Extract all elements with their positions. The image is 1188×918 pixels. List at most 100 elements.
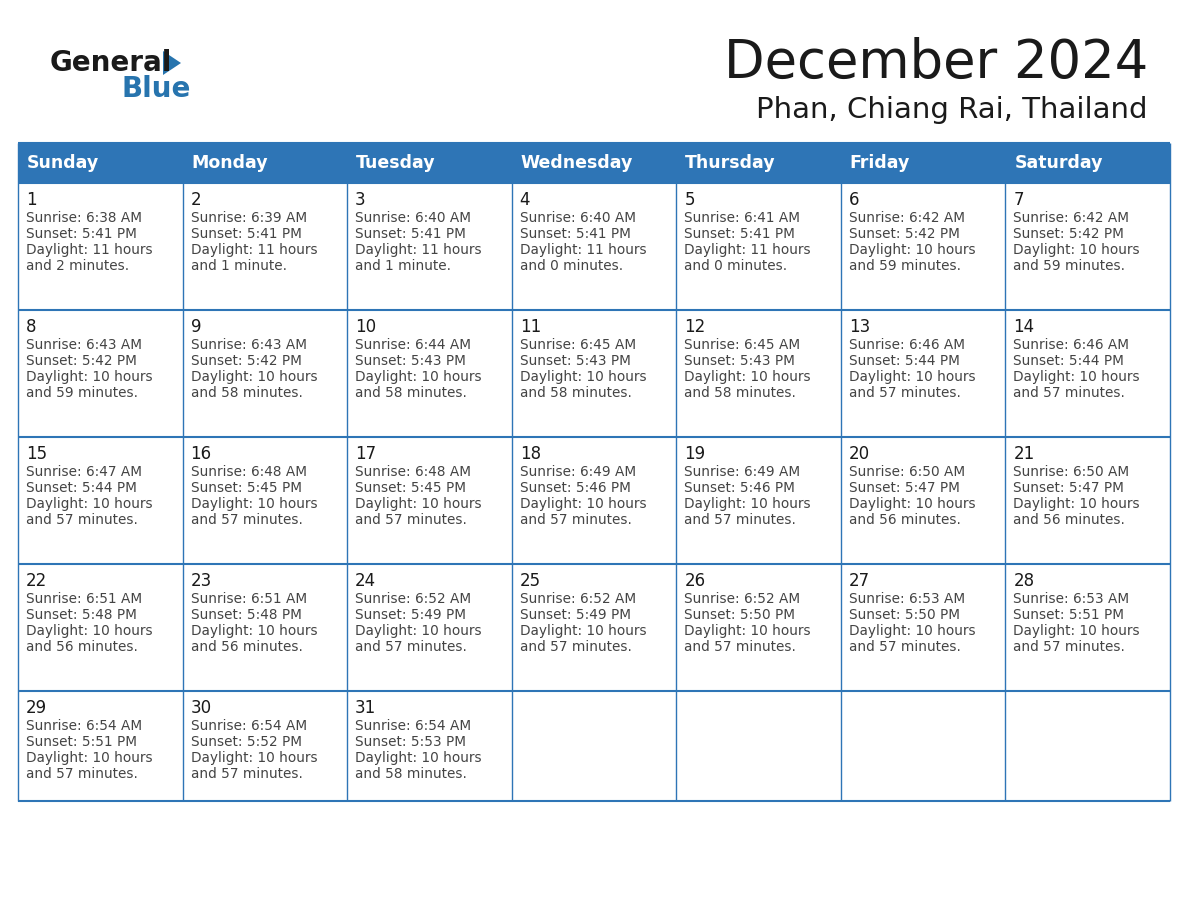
Text: Sunset: 5:41 PM: Sunset: 5:41 PM [355, 227, 466, 241]
Bar [18, 437, 183, 564]
Text: Daylight: 10 hours: Daylight: 10 hours [355, 624, 482, 638]
Text: 7: 7 [1013, 191, 1024, 209]
Text: Sunset: 5:45 PM: Sunset: 5:45 PM [190, 481, 302, 495]
Bar [676, 183, 841, 310]
Bar [841, 143, 1005, 183]
Text: and 59 minutes.: and 59 minutes. [26, 386, 138, 400]
Bar [183, 564, 347, 691]
Text: Blue: Blue [122, 75, 191, 103]
Text: and 57 minutes.: and 57 minutes. [519, 513, 632, 527]
Bar [183, 183, 347, 310]
Text: and 57 minutes.: and 57 minutes. [684, 640, 796, 654]
Text: and 56 minutes.: and 56 minutes. [26, 640, 138, 654]
Text: Sunrise: 6:54 AM: Sunrise: 6:54 AM [26, 719, 143, 733]
Text: Sunrise: 6:40 AM: Sunrise: 6:40 AM [519, 211, 636, 225]
Text: 25: 25 [519, 572, 541, 590]
Text: Sunset: 5:43 PM: Sunset: 5:43 PM [519, 354, 631, 368]
Bar [1005, 183, 1170, 310]
Text: 30: 30 [190, 699, 211, 717]
Text: Daylight: 10 hours: Daylight: 10 hours [190, 624, 317, 638]
Text: 20: 20 [849, 445, 870, 463]
Bar [347, 691, 512, 801]
Text: Sunrise: 6:39 AM: Sunrise: 6:39 AM [190, 211, 307, 225]
Text: Sunset: 5:41 PM: Sunset: 5:41 PM [684, 227, 795, 241]
Text: Sunset: 5:42 PM: Sunset: 5:42 PM [190, 354, 302, 368]
Text: Daylight: 10 hours: Daylight: 10 hours [190, 370, 317, 384]
Text: Daylight: 10 hours: Daylight: 10 hours [190, 497, 317, 511]
Text: Sunset: 5:50 PM: Sunset: 5:50 PM [684, 608, 795, 622]
Text: General: General [50, 49, 172, 77]
Bar [1005, 310, 1170, 437]
Text: Friday: Friday [849, 154, 910, 172]
Text: Sunset: 5:42 PM: Sunset: 5:42 PM [26, 354, 137, 368]
Text: Daylight: 10 hours: Daylight: 10 hours [355, 497, 482, 511]
Text: Sunrise: 6:43 AM: Sunrise: 6:43 AM [26, 338, 143, 352]
Text: Daylight: 10 hours: Daylight: 10 hours [26, 497, 152, 511]
Text: and 1 minute.: and 1 minute. [190, 259, 286, 273]
Text: Sunrise: 6:46 AM: Sunrise: 6:46 AM [1013, 338, 1130, 352]
Text: Sunrise: 6:54 AM: Sunrise: 6:54 AM [355, 719, 472, 733]
Text: 28: 28 [1013, 572, 1035, 590]
Text: December 2024: December 2024 [723, 37, 1148, 89]
Text: and 57 minutes.: and 57 minutes. [1013, 640, 1125, 654]
Bar [347, 143, 512, 183]
Bar [676, 564, 841, 691]
Text: Sunset: 5:44 PM: Sunset: 5:44 PM [1013, 354, 1124, 368]
Text: 9: 9 [190, 318, 201, 336]
Text: Sunset: 5:42 PM: Sunset: 5:42 PM [849, 227, 960, 241]
Text: Sunrise: 6:45 AM: Sunrise: 6:45 AM [519, 338, 636, 352]
Text: Thursday: Thursday [685, 154, 776, 172]
Text: Daylight: 10 hours: Daylight: 10 hours [26, 370, 152, 384]
Text: Sunset: 5:43 PM: Sunset: 5:43 PM [355, 354, 466, 368]
Text: Sunrise: 6:41 AM: Sunrise: 6:41 AM [684, 211, 801, 225]
Text: Sunrise: 6:48 AM: Sunrise: 6:48 AM [190, 465, 307, 479]
Text: and 57 minutes.: and 57 minutes. [355, 513, 467, 527]
Text: Sunset: 5:42 PM: Sunset: 5:42 PM [1013, 227, 1124, 241]
Text: and 56 minutes.: and 56 minutes. [190, 640, 303, 654]
Text: Daylight: 10 hours: Daylight: 10 hours [1013, 497, 1140, 511]
Text: 23: 23 [190, 572, 211, 590]
Bar [347, 183, 512, 310]
Text: Sunrise: 6:40 AM: Sunrise: 6:40 AM [355, 211, 472, 225]
Text: Sunrise: 6:49 AM: Sunrise: 6:49 AM [519, 465, 636, 479]
Text: 31: 31 [355, 699, 377, 717]
Text: and 1 minute.: and 1 minute. [355, 259, 451, 273]
Text: and 58 minutes.: and 58 minutes. [355, 386, 467, 400]
Text: Daylight: 10 hours: Daylight: 10 hours [26, 751, 152, 765]
Bar [676, 437, 841, 564]
Bar [18, 183, 183, 310]
Text: Sunrise: 6:53 AM: Sunrise: 6:53 AM [849, 592, 965, 606]
Bar [841, 183, 1005, 310]
Text: Sunset: 5:47 PM: Sunset: 5:47 PM [849, 481, 960, 495]
Text: and 57 minutes.: and 57 minutes. [355, 640, 467, 654]
Bar [841, 564, 1005, 691]
Text: Sunset: 5:46 PM: Sunset: 5:46 PM [684, 481, 795, 495]
Text: Sunset: 5:51 PM: Sunset: 5:51 PM [26, 735, 137, 749]
Text: and 59 minutes.: and 59 minutes. [849, 259, 961, 273]
Text: Daylight: 10 hours: Daylight: 10 hours [849, 497, 975, 511]
Bar [1005, 437, 1170, 564]
Text: Sunset: 5:41 PM: Sunset: 5:41 PM [519, 227, 631, 241]
Bar [676, 143, 841, 183]
Text: Sunset: 5:52 PM: Sunset: 5:52 PM [190, 735, 302, 749]
Text: Daylight: 10 hours: Daylight: 10 hours [1013, 370, 1140, 384]
Text: Sunset: 5:44 PM: Sunset: 5:44 PM [849, 354, 960, 368]
Bar [512, 691, 676, 801]
Text: 16: 16 [190, 445, 211, 463]
Text: Daylight: 10 hours: Daylight: 10 hours [1013, 624, 1140, 638]
Text: and 58 minutes.: and 58 minutes. [684, 386, 796, 400]
Text: and 57 minutes.: and 57 minutes. [190, 767, 303, 781]
Text: and 57 minutes.: and 57 minutes. [849, 640, 961, 654]
Text: 21: 21 [1013, 445, 1035, 463]
Bar [841, 437, 1005, 564]
Bar [512, 564, 676, 691]
Text: Daylight: 10 hours: Daylight: 10 hours [684, 370, 811, 384]
Text: and 0 minutes.: and 0 minutes. [684, 259, 788, 273]
Text: Sunset: 5:48 PM: Sunset: 5:48 PM [26, 608, 137, 622]
Text: Daylight: 10 hours: Daylight: 10 hours [849, 624, 975, 638]
Text: Sunrise: 6:51 AM: Sunrise: 6:51 AM [190, 592, 307, 606]
Text: and 58 minutes.: and 58 minutes. [519, 386, 632, 400]
Bar [18, 564, 183, 691]
Text: Daylight: 10 hours: Daylight: 10 hours [355, 370, 482, 384]
Text: Daylight: 11 hours: Daylight: 11 hours [519, 243, 646, 257]
